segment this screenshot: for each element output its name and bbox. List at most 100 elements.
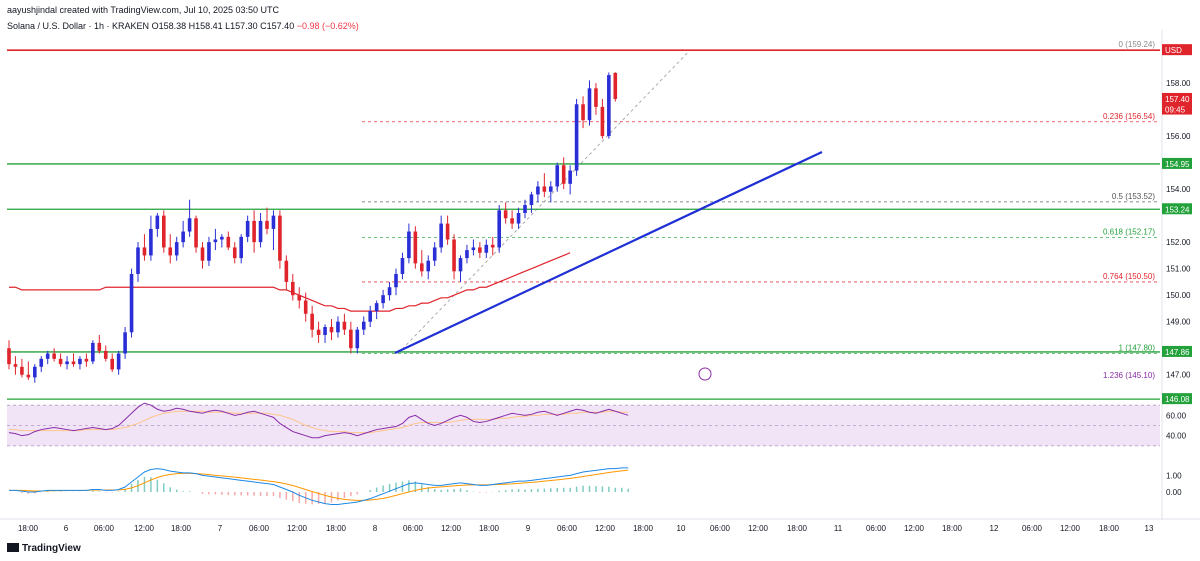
candle-body bbox=[220, 236, 224, 240]
bullish-candle bbox=[458, 255, 463, 282]
bullish-candle bbox=[465, 244, 469, 264]
candle-body bbox=[445, 223, 450, 240]
bearish-candle bbox=[142, 234, 147, 261]
bullish-candle bbox=[568, 165, 572, 195]
candle-body bbox=[103, 350, 108, 359]
bearish-candle bbox=[594, 83, 598, 115]
candle-body bbox=[478, 247, 482, 253]
candle-body bbox=[136, 247, 140, 274]
candle-body bbox=[355, 329, 360, 349]
price-tag: 147.86 bbox=[1162, 345, 1192, 357]
time-tick-label: 7 bbox=[218, 524, 223, 533]
bearish-candle bbox=[581, 96, 585, 129]
bearish-candle bbox=[478, 242, 482, 259]
bearish-candle bbox=[342, 313, 347, 335]
candle-body bbox=[123, 332, 127, 354]
candle-body bbox=[291, 281, 295, 296]
time-tick-label: 06:00 bbox=[94, 524, 115, 533]
bearish-candle bbox=[252, 210, 256, 253]
bearish-candle bbox=[110, 353, 114, 373]
bearish-candle bbox=[162, 210, 166, 253]
bearish-candle bbox=[490, 236, 495, 256]
rsi-tick-label: 60.00 bbox=[1166, 411, 1187, 420]
bullish-trend-line bbox=[394, 150, 823, 354]
fib-level-label: 1.236 (145.10) bbox=[1103, 371, 1155, 380]
time-tick-label: 6 bbox=[64, 524, 69, 533]
price-tag: 09:45 bbox=[1162, 103, 1192, 115]
candle-body bbox=[162, 215, 166, 248]
bearish-candle bbox=[413, 226, 418, 269]
candle-body bbox=[574, 104, 579, 171]
price-tag: 157.40 bbox=[1162, 92, 1192, 104]
price-tag-label: 154.95 bbox=[1165, 160, 1190, 169]
price-tick-label: 158.00 bbox=[1166, 79, 1191, 88]
bullish-candle bbox=[555, 162, 560, 192]
candle-body bbox=[465, 250, 469, 259]
candle-body bbox=[374, 303, 379, 312]
bearish-candle bbox=[52, 348, 56, 362]
price-tag: 146.08 bbox=[1162, 393, 1192, 405]
bearish-candle bbox=[278, 210, 282, 269]
bullish-candle bbox=[181, 220, 185, 248]
time-tick-label: 06:00 bbox=[1022, 524, 1043, 533]
time-tick-label: 18:00 bbox=[326, 524, 347, 533]
rsi-line bbox=[8, 402, 629, 439]
candle-body bbox=[252, 220, 256, 243]
candle-body bbox=[207, 242, 211, 261]
price-tick-label: 152.00 bbox=[1166, 238, 1191, 247]
time-tick-label: 12 bbox=[990, 524, 999, 533]
candle-body bbox=[329, 327, 334, 333]
candle-body bbox=[555, 165, 560, 187]
bearish-candle bbox=[7, 340, 11, 370]
bullish-candle bbox=[45, 350, 50, 365]
bullish-candle bbox=[374, 300, 379, 320]
bearish-candle bbox=[452, 234, 456, 280]
price-tag-bg bbox=[1162, 393, 1192, 405]
bullish-candle bbox=[116, 350, 121, 375]
time-tick-label: 06:00 bbox=[866, 524, 887, 533]
candle-body bbox=[7, 348, 11, 365]
bullish-candle bbox=[471, 239, 476, 256]
price-tag-label: 146.08 bbox=[1165, 395, 1190, 404]
candle-body bbox=[91, 342, 95, 362]
price-tick-label: 147.00 bbox=[1166, 371, 1191, 380]
candle-body bbox=[600, 106, 605, 137]
candle-body bbox=[361, 321, 366, 330]
candle-body bbox=[297, 295, 302, 301]
bearish-candle bbox=[349, 321, 353, 354]
candle-body bbox=[336, 321, 340, 333]
bearish-candle bbox=[26, 361, 31, 381]
bullish-candle bbox=[91, 340, 95, 365]
bearish-candle bbox=[226, 231, 231, 251]
time-tick-label: 06:00 bbox=[249, 524, 270, 533]
time-tick-label: 06:00 bbox=[557, 524, 578, 533]
bearish-candle bbox=[613, 72, 618, 102]
candle-body bbox=[484, 244, 489, 253]
tradingview-logo-icon bbox=[7, 543, 19, 552]
time-tick-label: 06:00 bbox=[403, 524, 424, 533]
bullish-candle bbox=[239, 234, 243, 264]
macd-tick-label: 0.00 bbox=[1166, 488, 1182, 497]
macd-line bbox=[9, 467, 629, 505]
candle-body bbox=[439, 223, 443, 248]
candle-body bbox=[561, 165, 566, 184]
bullish-candle bbox=[123, 327, 127, 359]
candle-body bbox=[458, 258, 463, 272]
candle-body bbox=[310, 313, 314, 330]
bullish-candle bbox=[529, 191, 534, 213]
bullish-candle bbox=[381, 289, 385, 309]
price-tag-label: 09:45 bbox=[1165, 106, 1186, 115]
bullish-candle bbox=[65, 356, 69, 370]
rsi-tick-label: 40.00 bbox=[1166, 432, 1187, 441]
bullish-candle bbox=[361, 316, 366, 335]
candle-body bbox=[349, 329, 353, 349]
candle-body bbox=[536, 186, 540, 195]
time-tick-label: 9 bbox=[526, 524, 531, 533]
bearish-candle bbox=[561, 157, 566, 190]
candle-body bbox=[607, 75, 611, 137]
time-tick-label: 13 bbox=[1145, 524, 1154, 533]
bullish-candle bbox=[407, 223, 411, 264]
candle-body bbox=[20, 366, 24, 375]
price-tag-bg bbox=[1162, 44, 1192, 56]
